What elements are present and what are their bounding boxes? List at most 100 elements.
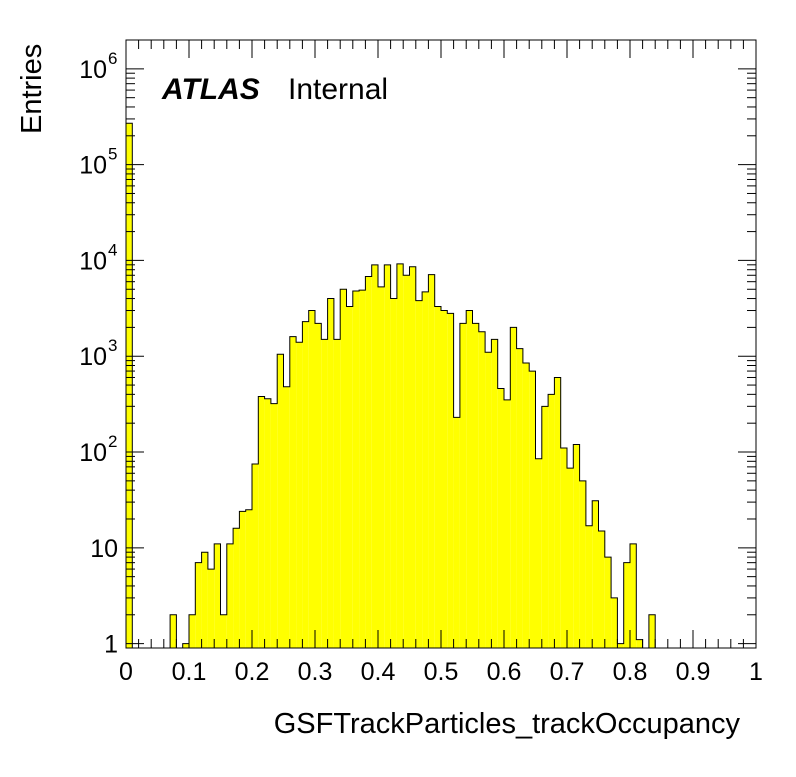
histogram-bin	[283, 386, 290, 648]
histogram-bin	[220, 614, 227, 648]
y-tick-label: 10	[90, 535, 118, 563]
histogram-bin	[333, 339, 341, 648]
histogram-bin	[504, 399, 511, 648]
histogram-bin	[548, 394, 555, 648]
histogram-bin	[289, 336, 297, 648]
x-tick-label: 0.9	[676, 658, 711, 686]
histogram-bin	[378, 286, 385, 648]
y-tick-label: 10	[79, 439, 107, 467]
y-tick-label: 10	[79, 343, 107, 371]
y-tick-label-exponent: 4	[108, 240, 117, 259]
histogram-bin	[201, 552, 208, 648]
histogram-bin	[270, 403, 278, 648]
histogram-bin	[252, 463, 259, 648]
histogram-bin	[441, 310, 448, 648]
histogram-bin	[126, 123, 133, 648]
histogram-bin	[535, 458, 542, 648]
histogram-bin	[403, 275, 410, 648]
histogram-bin	[384, 264, 391, 648]
histogram-bin	[560, 448, 567, 648]
histogram-bin	[340, 289, 347, 648]
x-tick-label: 0.8	[613, 658, 648, 686]
histogram-bin	[182, 643, 189, 648]
histogram-bin	[390, 298, 397, 648]
histogram-bin	[630, 543, 637, 648]
histogram-bin	[604, 557, 612, 648]
histogram-bin	[214, 543, 221, 648]
axis-ticks	[125, 39, 757, 648]
histogram-outline	[125, 122, 756, 649]
y-tick-label: 10	[79, 152, 107, 180]
internal-label: Internal	[288, 73, 388, 106]
histogram-bin	[585, 525, 593, 648]
histogram-bin	[541, 406, 549, 648]
histogram-bin	[497, 388, 504, 648]
histogram-bin	[447, 313, 454, 648]
y-tick-label: 1	[104, 631, 118, 659]
histogram-bin	[308, 310, 315, 648]
histogram-bin	[478, 331, 486, 648]
y-tick-label: 10	[79, 56, 107, 84]
histogram-bin	[396, 263, 404, 648]
histogram-bin	[327, 298, 334, 648]
plot-frame	[125, 39, 757, 649]
histogram-bin	[422, 291, 429, 648]
histogram-bin	[579, 480, 586, 648]
histogram-bin	[365, 276, 372, 648]
x-tick-label: 0.4	[361, 658, 396, 686]
x-tick-label: 0.3	[298, 658, 333, 686]
histogram-bin	[434, 306, 441, 648]
y-tick-label-exponent: 2	[108, 432, 117, 451]
x-axis-label: GSFTrackParticles_trackOccupancy	[274, 708, 741, 740]
histogram-bin	[516, 348, 523, 648]
histogram-bin	[459, 323, 467, 648]
histogram-bin	[346, 306, 353, 648]
histogram-bin	[648, 614, 656, 648]
histogram-bin	[170, 614, 177, 648]
histogram-bin	[195, 562, 202, 648]
histogram-bin	[472, 323, 479, 648]
histogram-bin	[573, 444, 580, 648]
histogram-bin	[617, 643, 624, 648]
atlas-label: ATLAS	[161, 73, 260, 106]
histogram-bin	[352, 290, 360, 648]
histogram-bin	[233, 528, 240, 648]
histogram-bin	[264, 398, 271, 648]
histogram-bins	[126, 123, 656, 648]
histogram-bin	[491, 339, 498, 648]
histogram-bin	[598, 530, 605, 648]
histogram-bin	[623, 562, 630, 648]
histogram-bin	[371, 264, 378, 648]
histogram-bin	[554, 377, 561, 648]
histogram-bin	[529, 371, 536, 648]
histogram-bin	[359, 290, 366, 648]
histogram-bin	[611, 597, 618, 648]
histogram-bin	[226, 543, 234, 648]
histogram-bin	[592, 500, 599, 648]
y-tick-label-exponent: 5	[108, 145, 117, 164]
histogram-bin	[485, 352, 492, 648]
histogram-bin	[302, 321, 309, 648]
y-axis-label: Entries	[16, 44, 48, 134]
histogram-bin	[522, 362, 530, 648]
y-tick-label-exponent: 3	[108, 336, 117, 355]
y-tick-label: 10	[79, 247, 107, 275]
histogram-bin	[296, 342, 303, 648]
histogram-bin	[510, 327, 517, 648]
histogram-bin	[409, 266, 416, 648]
x-tick-label: 0.1	[172, 658, 207, 686]
histogram-bin	[453, 417, 460, 648]
y-tick-label-exponent: 6	[108, 49, 117, 68]
histogram-bin	[239, 511, 246, 648]
histogram-bin	[315, 323, 322, 648]
histogram-bin	[207, 569, 215, 648]
histogram-bin	[415, 300, 423, 648]
x-tick-label: 0.5	[424, 658, 459, 686]
histogram-bin	[428, 274, 435, 648]
histogram-bin	[321, 339, 328, 648]
histogram-bin	[466, 310, 473, 648]
x-tick-label: 0.6	[487, 658, 522, 686]
histogram-bin	[189, 614, 196, 648]
